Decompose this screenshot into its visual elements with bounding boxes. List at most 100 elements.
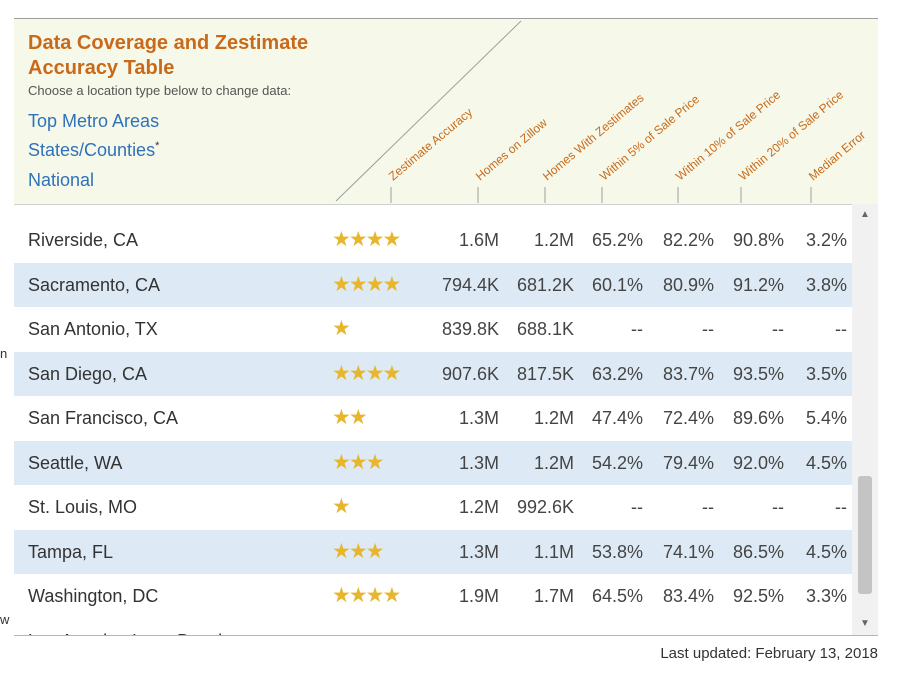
cell-zestimates: 681.2K: [516, 274, 574, 295]
location-name: Sacramento, CA: [28, 274, 161, 295]
table-row-partial-top: [14, 204, 852, 218]
cell-median: 5.4%: [805, 408, 847, 428]
column-header-6: Median Error: [806, 128, 868, 183]
table-body: Riverside, CA ★★★★ 1.6M 1.2M 65.2% 82.2% 90.8%…: [14, 204, 852, 635]
accuracy-stars-icon: ★: [332, 495, 351, 518]
cell-zestimates: 1.2M: [533, 230, 574, 250]
cell-w5: 65.2%: [591, 230, 643, 250]
scroll-up-arrow-icon[interactable]: ▲: [860, 209, 870, 220]
last-updated: Last updated: February 13, 2018: [660, 645, 878, 662]
cell-homes: 1.6M: [458, 230, 499, 250]
cell-homes: 839.8K: [441, 319, 499, 339]
cell-homes: 1.9M: [458, 586, 499, 606]
cell-zestimates: 992.6K: [516, 497, 574, 517]
left-fragment-2: w: [0, 612, 10, 627]
cell-median: 3.2%: [805, 230, 847, 250]
cell-homes: 907.6K: [441, 363, 499, 384]
cell-w5: 54.2%: [591, 452, 643, 473]
cell-w20: 92.5%: [732, 586, 784, 606]
table-row[interactable]: Sacramento, CA ★★★★ 794.4K 681.2K 60.1% 80.9%…: [14, 262, 852, 307]
cell-w20: --: [772, 497, 784, 517]
cell-w20: 90.8%: [732, 230, 784, 250]
table-title: Data Coverage and Zestimate Accuracy Tab…: [28, 32, 309, 79]
cell-w5: --: [631, 497, 643, 517]
cell-w5: 47.4%: [591, 408, 643, 428]
cell-zestimates: 1.7M: [533, 586, 574, 606]
cell-median: 3.8%: [805, 274, 847, 295]
column-header-1: Homes on Zillow: [473, 115, 550, 183]
accuracy-stars-icon: ★★★★: [332, 228, 401, 251]
cell-zestimates: 688.1K: [516, 319, 574, 339]
cell-w20: 93.5%: [732, 363, 784, 384]
cell-w5: 53.8%: [591, 541, 643, 562]
table-row[interactable]: St. Louis, MO ★ 1.2M 992.6K -- -- -- --: [14, 485, 852, 530]
cell-w5: --: [631, 319, 643, 339]
table-row[interactable]: San Francisco, CA ★★ 1.3M 1.2M 47.4% 72.4% 89.…: [14, 396, 852, 441]
cell-homes: 1.3M: [458, 408, 499, 428]
vertical-scrollbar[interactable]: ▲ ▼: [852, 204, 878, 635]
cell-w10: --: [702, 319, 714, 339]
cell-w5: 63.2%: [591, 363, 643, 384]
cell-w10: 82.2%: [662, 230, 714, 250]
left-fragment-1: n: [0, 346, 8, 361]
scroll-down-arrow-icon[interactable]: ▼: [860, 618, 870, 629]
cell-w10: 83.4%: [662, 586, 714, 606]
location-name: Riverside, CA: [28, 230, 139, 250]
accuracy-stars-icon: ★★★★: [332, 272, 401, 296]
location-name: Washington, DC: [28, 586, 159, 606]
location-name: San Antonio, TX: [28, 319, 158, 339]
cell-zestimates: 817.5K: [516, 363, 574, 384]
cell-homes: 794.4K: [441, 274, 499, 295]
cell-median: 3.5%: [805, 363, 847, 384]
table-row[interactable]: Washington, DC ★★★★ 1.9M 1.7M 64.5% 83.4% 92.5…: [14, 574, 852, 619]
cell-median: 4.5%: [805, 541, 847, 562]
accuracy-stars-icon: ★★★★: [332, 584, 401, 607]
column-header-0: Zestimate Accuracy: [386, 105, 475, 183]
accuracy-stars-icon: ★★: [332, 406, 368, 429]
location-name: St. Louis, MO: [28, 497, 138, 517]
table-row[interactable]: San Antonio, TX ★ 839.8K 688.1K -- -- -- --: [14, 307, 852, 352]
states-counties-label: States/Counties: [28, 140, 156, 160]
cell-homes: 1.3M: [458, 541, 499, 562]
cell-zestimates: 1.2M: [533, 408, 574, 428]
asterisk: *: [155, 140, 160, 152]
cell-w5: 64.5%: [591, 586, 643, 606]
cell-w20: 86.5%: [732, 541, 784, 562]
scroll-thumb[interactable]: [858, 476, 872, 594]
cell-w20: 91.2%: [732, 274, 784, 295]
top-metro-areas-label: Top Metro Areas: [28, 111, 160, 131]
cell-zestimates: 1.1M: [533, 541, 574, 562]
subtitle: Choose a location type below to change d…: [28, 83, 292, 98]
cell-w20: 92.0%: [732, 452, 784, 473]
top-metro-areas-link[interactable]: Top Metro Areas: [28, 111, 159, 132]
location-name: Los Angeles-Long Beach: [28, 619, 228, 636]
cell-median: --: [835, 497, 847, 517]
cell-w20: 89.6%: [732, 408, 784, 428]
table-row[interactable]: Tampa, FL ★★★ 1.3M 1.1M 53.8% 74.1% 86.5% 4.5%: [14, 529, 852, 574]
table-row[interactable]: Seattle, WA ★★★ 1.3M 1.2M 54.2% 79.4% 92.0% 4.5…: [14, 440, 852, 485]
coverage-table-widget: Data Coverage and Zestimate Accuracy Tab…: [14, 18, 878, 636]
cell-zestimates: 1.2M: [533, 452, 574, 473]
cell-w5: 60.1%: [591, 274, 643, 295]
accuracy-stars-icon: ★★★: [332, 539, 385, 563]
cell-w10: 72.4%: [662, 408, 714, 428]
national-label: National: [28, 170, 95, 190]
table-row-partial: Los Angeles-Long Beach: [14, 619, 852, 636]
cell-w10: --: [702, 497, 714, 517]
states-counties-link[interactable]: States/Counties*: [28, 140, 159, 161]
location-name: San Diego, CA: [28, 363, 148, 384]
cell-w10: 83.7%: [662, 363, 714, 384]
cell-median: 3.3%: [805, 586, 847, 606]
accuracy-stars-icon: ★★★★: [332, 361, 401, 385]
cell-w10: 79.4%: [662, 452, 714, 473]
cell-median: 4.5%: [805, 452, 847, 473]
table-row[interactable]: San Diego, CA ★★★★ 907.6K 817.5K 63.2% 83.7% 9…: [14, 351, 852, 396]
table-row[interactable]: Riverside, CA ★★★★ 1.6M 1.2M 65.2% 82.2% 90.8%…: [14, 218, 852, 263]
cell-homes: 1.2M: [458, 497, 499, 517]
header-divider-line: [335, 20, 522, 202]
column-header-2: Homes With Zestimates: [540, 91, 647, 184]
cell-homes: 1.3M: [458, 452, 499, 473]
national-link[interactable]: National: [28, 170, 94, 191]
accuracy-stars-icon: ★: [332, 317, 351, 340]
